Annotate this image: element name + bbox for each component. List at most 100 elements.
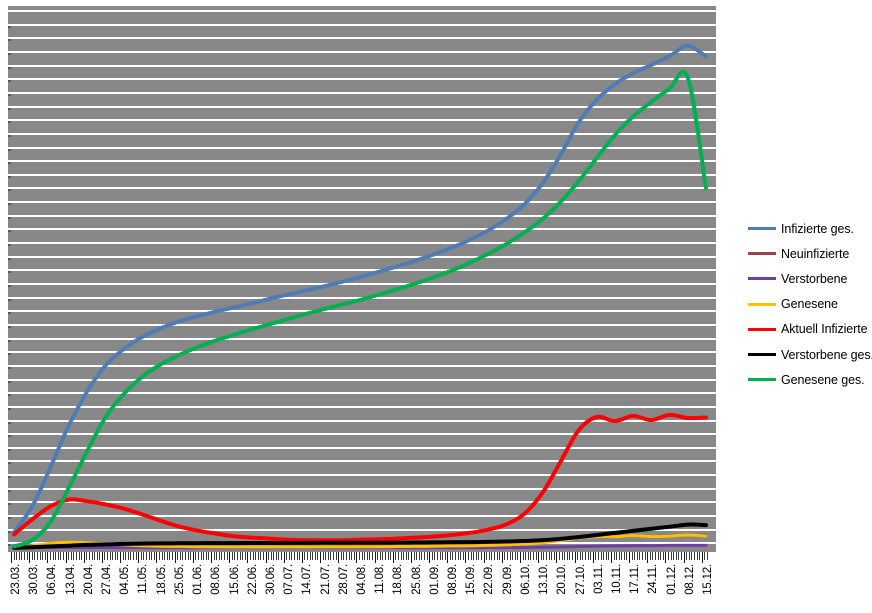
x-axis-label: 25.08. <box>410 564 423 595</box>
x-axis-tick <box>450 552 451 560</box>
x-axis-label: 15.09. <box>465 564 478 595</box>
x-axis-tick <box>195 552 196 560</box>
x-axis-tick <box>567 552 568 560</box>
y-axis-tick <box>8 203 11 205</box>
x-axis-tick <box>188 552 189 560</box>
x-axis-tick <box>359 552 360 560</box>
y-axis-tick <box>8 449 11 451</box>
x-axis-tick <box>401 552 402 560</box>
legend-color-swatch <box>748 327 776 331</box>
x-axis-tick <box>686 552 687 560</box>
x-axis-tick <box>504 552 505 560</box>
x-axis-tick <box>520 552 521 563</box>
x-axis-label: 01.12. <box>665 564 678 595</box>
legend-item[interactable]: Verstorbene <box>748 266 872 291</box>
x-axis-tick <box>536 552 537 560</box>
x-axis-tick <box>240 552 241 560</box>
x-axis-tick <box>81 552 82 560</box>
x-axis-tick <box>123 552 124 560</box>
x-axis-tick <box>117 552 118 560</box>
x-axis-tick <box>432 552 433 560</box>
legend-item[interactable]: Neuinfizierte <box>748 241 872 266</box>
x-axis-label: 06.10. <box>519 564 532 595</box>
x-axis-tick <box>232 552 233 560</box>
x-axis-tick <box>40 552 41 560</box>
x-axis-tick <box>707 552 708 560</box>
legend-item-label: Verstorbene ges. <box>781 347 872 362</box>
x-axis-tick <box>642 552 643 560</box>
x-axis-tick <box>162 552 163 560</box>
x-axis-tick <box>29 552 30 563</box>
x-axis-tick <box>242 552 243 560</box>
x-axis-tick <box>79 552 80 560</box>
x-axis-tick <box>14 552 15 560</box>
gridline <box>8 92 716 94</box>
y-axis-tick <box>8 340 11 342</box>
gridline <box>8 37 716 39</box>
x-axis-tick <box>486 552 487 560</box>
x-axis-tick <box>481 552 482 560</box>
x-axis-tick <box>47 552 48 563</box>
x-axis-tick <box>294 552 295 560</box>
x-axis-tick <box>668 552 669 560</box>
gridline <box>8 269 716 271</box>
legend-item[interactable]: Genesene ges. <box>748 367 872 392</box>
x-axis-tick <box>86 552 87 560</box>
legend-item[interactable]: Aktuell Infizierte <box>748 317 872 342</box>
x-axis-tick <box>442 552 443 560</box>
x-axis-tick <box>60 552 61 560</box>
y-axis-tick <box>8 189 11 191</box>
legend-item[interactable]: Genesene <box>748 292 872 317</box>
x-axis-tick-marks <box>8 552 716 563</box>
legend-item-label: Verstorbene <box>781 271 848 286</box>
x-axis-tick <box>11 552 12 563</box>
x-axis-tick <box>120 552 121 563</box>
legend-item[interactable]: Verstorbene ges. <box>748 342 872 367</box>
x-axis-tick <box>647 552 648 563</box>
gridline <box>8 283 716 285</box>
y-axis-tick <box>8 476 11 478</box>
x-axis-tick <box>367 552 368 560</box>
gridline <box>8 24 716 26</box>
y-axis-tick <box>8 53 11 55</box>
y-axis-tick <box>8 312 11 314</box>
x-axis-tick <box>53 552 54 560</box>
x-axis-tick <box>302 552 303 563</box>
x-axis-tick <box>673 552 674 560</box>
x-axis-tick <box>390 552 391 560</box>
x-axis-tick <box>234 552 235 560</box>
x-axis-tick <box>414 552 415 560</box>
legend-item[interactable]: Infizierte ges. <box>748 216 872 241</box>
x-axis-tick <box>512 552 513 560</box>
gridline <box>8 351 716 353</box>
x-axis-tick <box>71 552 72 560</box>
gridline <box>8 338 716 340</box>
x-axis-tick <box>227 552 228 560</box>
gridline <box>8 324 716 326</box>
x-axis-tick <box>616 552 617 560</box>
gridline <box>8 310 716 312</box>
x-axis-tick <box>94 552 95 560</box>
x-axis-label: 14.07. <box>301 564 314 595</box>
gridline <box>8 379 716 381</box>
x-axis-tick <box>619 552 620 560</box>
x-axis-tick <box>299 552 300 560</box>
gridline <box>8 460 716 462</box>
x-axis-tick <box>193 552 194 563</box>
x-axis-label: 18.08. <box>392 564 405 595</box>
x-axis-label: 27.10. <box>574 564 587 595</box>
x-axis-tick <box>219 552 220 560</box>
y-axis-tick <box>8 162 11 164</box>
x-axis-tick <box>138 552 139 563</box>
x-axis-tick <box>198 552 199 560</box>
x-axis-tick <box>699 552 700 560</box>
x-axis-tick <box>463 552 464 560</box>
x-axis-tick <box>549 552 550 560</box>
x-axis-tick <box>447 552 448 563</box>
x-axis-tick <box>395 552 396 560</box>
series-lines <box>12 43 708 550</box>
gridline <box>8 474 716 476</box>
gridline <box>8 420 716 422</box>
x-axis-tick <box>611 552 612 563</box>
x-axis-tick <box>364 552 365 560</box>
